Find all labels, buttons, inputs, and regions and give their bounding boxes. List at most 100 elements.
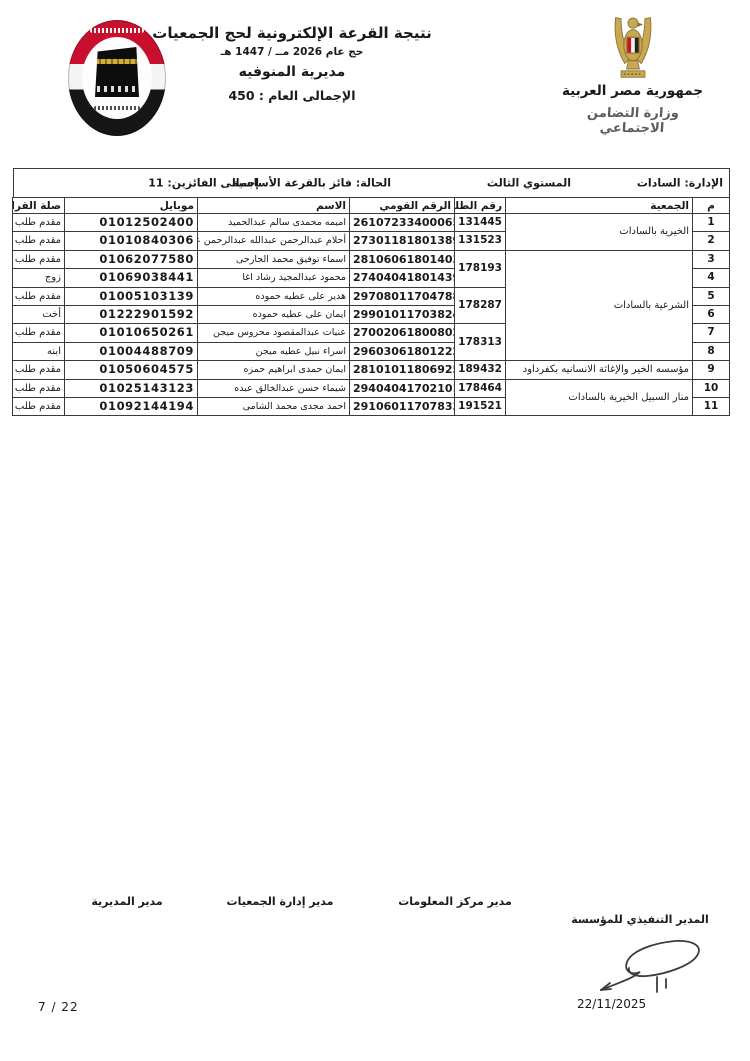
cell-index: 4 — [692, 268, 730, 288]
cell-name: ايمان على عطيه حموده — [197, 305, 350, 325]
cell-mobile: 01025143123 — [64, 378, 198, 399]
col-header-association: الجمعية — [505, 197, 693, 214]
cell-name: محمود عبدالمجيد رشاد اغا — [197, 268, 350, 288]
table-row: 5 178287 29708011704788 هدير على عطيه حم… — [12, 286, 730, 325]
cell-mobile: 01050604575 — [64, 360, 198, 380]
col-header-name: الاسم — [197, 197, 350, 214]
cell-request-no: 189432 — [454, 360, 506, 380]
cell-association: الخيرية بالسادات — [505, 213, 693, 251]
cell-relation: مقدم طلب — [12, 286, 65, 307]
table-row: 3 الشرعية بالسادات 178193 28106061801403… — [12, 249, 730, 362]
table-row: 9 مؤسسه الخير والإغاثة الانسانيه بكفرداو… — [12, 360, 730, 380]
cell-request-no: 178313 — [454, 323, 506, 362]
grand-total-line: الإجمالى العام : 450 — [228, 88, 356, 103]
cell-mobile: 01010840306 — [64, 231, 198, 251]
col-header-request-no: رقم الطلب — [454, 197, 506, 214]
cell-national-id: 28101011806925 — [349, 360, 455, 380]
logo-bottom-band-text — [94, 106, 140, 110]
cell-national-id: 29404041702101 — [349, 378, 455, 399]
cell-name: هدير على عطيه حموده — [197, 286, 350, 307]
cell-name: عنيات عبدالمقصود محروس ميجن — [197, 323, 350, 343]
cell-name: أحلام عبدالرحمن عبدالله عبدالرحمن عثمان — [197, 231, 350, 251]
table-row: 10 منار السبيل الخيرية بالسادات 178464 2… — [12, 378, 730, 417]
cell-relation: مقدم طلب — [12, 212, 65, 233]
signature-executive-director: المدير التنفيذي للمؤسسة — [571, 913, 709, 926]
handwritten-signature-icon — [595, 932, 707, 1002]
col-header-mobile: موبايل — [64, 197, 198, 214]
cell-national-id: 27301181801389 — [349, 231, 455, 251]
cell-index: 2 — [692, 231, 730, 251]
info-bar: الإدارة: السادات المستوي الثالث الحالة: … — [13, 168, 730, 197]
cell-national-id: 27404041801439 — [349, 268, 455, 288]
cell-relation: مقدم طلب — [12, 249, 65, 270]
cell-index: 5 — [692, 286, 730, 307]
cell-index: 1 — [692, 212, 730, 233]
cell-association: منار السبيل الخيرية بالسادات — [505, 378, 693, 417]
cell-relation: مقدم طلب — [12, 378, 65, 399]
cell-request-no: 131445 — [454, 212, 506, 233]
ministry-block: جمهورية مصر العربية وزارة التضامن الاجتم… — [560, 14, 705, 136]
cell-request-no: 178193 — [454, 249, 506, 288]
cell-mobile: 01004488709 — [64, 341, 198, 362]
report-date: 22/11/2025 — [577, 997, 647, 1011]
cell-relation: مقدم طلب — [12, 231, 65, 251]
cell-national-id: 28106061801403 — [349, 249, 455, 270]
cell-relation: مقدم طلب — [12, 360, 65, 380]
cell-request-no: 131523 — [454, 231, 506, 251]
results-table: م الجمعية رقم الطلب الرقم القومي الاسم م… — [12, 197, 730, 417]
kaaba-icon — [95, 47, 139, 97]
cell-mobile: 01092144194 — [64, 397, 198, 417]
cell-relation: مقدم طلب — [12, 323, 65, 343]
table-row: 7 178313 27002061800802 عنيات عبدالمقصود… — [12, 323, 730, 362]
ministry-name: وزارة التضامن الاجتماعي — [586, 106, 680, 136]
cell-index: 6 — [692, 305, 730, 325]
results-table-area: الإدارة: السادات المستوي الثالث الحالة: … — [12, 168, 730, 417]
cell-association: الشرعية بالسادات — [505, 249, 693, 362]
page-title: نتيجة القرعة الإلكترونية لحج الجمعيات — [152, 24, 432, 42]
cell-index: 9 — [692, 360, 730, 380]
title-block: نتيجة القرعة الإلكترونية لحج الجمعيات حج… — [152, 24, 432, 103]
cell-mobile: 01012502400 — [64, 212, 198, 233]
cell-name: اسماء توفيق محمد الجارحى — [197, 249, 350, 270]
cell-index: 7 — [692, 323, 730, 343]
cell-name: اسراء نبيل عطيه ميجن — [197, 341, 350, 362]
col-header-national-id: الرقم القومي — [349, 197, 455, 214]
cell-mobile: 01010650261 — [64, 323, 198, 343]
republic-name: جمهورية مصر العربية — [561, 83, 704, 99]
cell-index: 11 — [692, 397, 730, 417]
cell-mobile: 01222901592 — [64, 305, 198, 325]
cell-name: احمد مجدى محمد الشامى — [197, 397, 350, 417]
page-indicator: 7 / 22 — [38, 1000, 79, 1014]
header-row: م الجمعية رقم الطلب الرقم القومي الاسم م… — [12, 197, 730, 214]
cell-index: 10 — [692, 378, 730, 399]
cell-mobile: 01005103139 — [64, 286, 198, 307]
cell-request-no: 191521 — [454, 397, 506, 417]
cell-request-no: 178287 — [454, 286, 506, 325]
logo-top-band-text — [90, 28, 144, 33]
status-label: الحالة: فائز بالقرعة الأساسية — [231, 176, 391, 190]
signature-directorate-director: مدير المديرية — [91, 895, 163, 908]
col-header-index: م — [692, 197, 730, 214]
cell-name: شيماء حسن عبدالخالق عبده — [197, 378, 350, 399]
directorate-line: مديرية المنوفيه — [238, 64, 346, 80]
cell-relation: مقدم طلب — [12, 397, 65, 417]
logo-inner-disc — [82, 37, 152, 119]
cell-national-id: 29106011707833 — [349, 397, 455, 417]
col-header-relation: صلة القرابه — [12, 197, 65, 214]
cell-name: اميمه محمدى سالم عبدالحميد — [197, 212, 350, 233]
egypt-flag-ring — [68, 20, 166, 136]
signature-info-center-director: مدير مركز المعلومات — [398, 895, 512, 908]
cell-national-id: 29901011703824 — [349, 305, 455, 325]
winners-total-label: إجمالى الفائزين: 11 — [148, 176, 259, 190]
administration-label: الإدارة: السادات — [636, 176, 723, 190]
table-row: 1 الخيرية بالسادات 131445 26107233400065… — [12, 212, 730, 251]
cell-request-no: 178464 — [454, 378, 506, 399]
cell-name: ايمان حمدى ابراهيم حمزه — [197, 360, 350, 380]
hajj-foundation-logo — [68, 20, 166, 136]
cell-relation: زوج — [12, 268, 65, 288]
table-row: 11 191521 29106011707833 احمد مجدى محمد … — [12, 397, 730, 417]
table-row: 4 27404041801439 محمود عبدالمجيد رشاد اغ… — [12, 268, 730, 288]
cell-mobile: 01069038441 — [64, 268, 198, 288]
cell-mobile: 01062077580 — [64, 249, 198, 270]
